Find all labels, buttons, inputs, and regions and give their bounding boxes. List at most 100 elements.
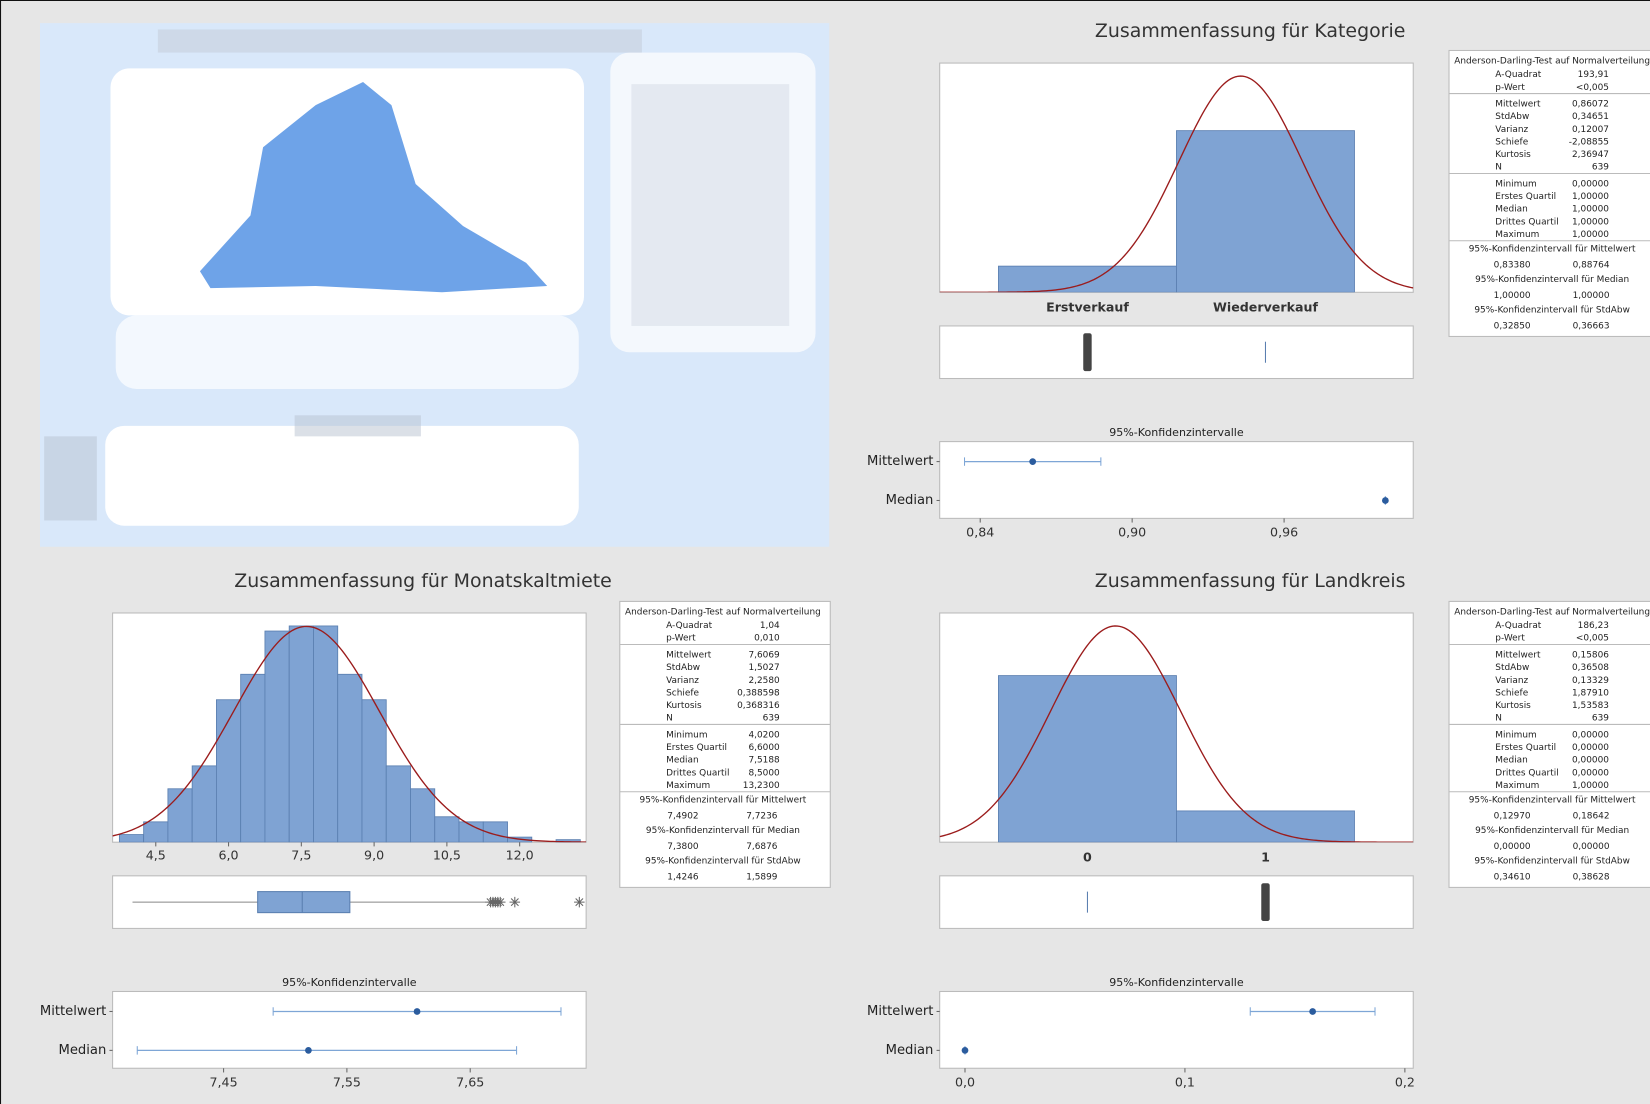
stat-name: A-Quadrat xyxy=(1495,70,1541,80)
stat-name: Varianz xyxy=(666,676,699,686)
category-label: 1 xyxy=(1261,849,1270,864)
stat-name: Median xyxy=(1495,205,1528,215)
stat-name: StdAbw xyxy=(1495,663,1529,673)
interval-title: 95%-Konfidenzintervall für StdAbw xyxy=(645,857,801,867)
ci-estimate xyxy=(962,1047,969,1054)
image-blob xyxy=(105,426,579,526)
stat-name: StdAbw xyxy=(1495,112,1529,122)
blurred-image xyxy=(40,23,829,547)
ci-title: 95%-Konfidenzintervalle xyxy=(1109,976,1244,989)
stat-value: 0,12007 xyxy=(1572,125,1609,135)
interval-high: 0,00000 xyxy=(1573,842,1610,852)
stat-name: Median xyxy=(1495,756,1528,766)
interval-high: 1,00000 xyxy=(1573,291,1610,301)
stat-name: Erstes Quartil xyxy=(1495,192,1556,202)
interval-low: 0,83380 xyxy=(1494,260,1531,270)
stat-name: Maximum xyxy=(1495,230,1539,240)
stat-value: 1,04 xyxy=(760,621,780,631)
interval-title: 95%-Konfidenzintervall für Mittelwert xyxy=(640,796,807,806)
stat-value: 0,00000 xyxy=(1572,180,1609,190)
stat-value: 639 xyxy=(1592,714,1609,724)
x-tick-label: 12,0 xyxy=(506,847,534,862)
summary-panel: Zusammenfassung für Landkreis0195%-Konfi… xyxy=(867,570,1415,1090)
histogram-bar xyxy=(435,817,459,842)
stat-value: 0,36508 xyxy=(1572,663,1609,673)
stat-value: 7,6069 xyxy=(748,651,780,661)
interval-high: 1,5899 xyxy=(746,872,778,882)
ci-x-tick-label: 7,45 xyxy=(210,1074,238,1089)
interval-title: 95%-Konfidenzintervall für StdAbw xyxy=(1474,857,1630,867)
stats-table: Anderson-Darling-Test auf Normalverteilu… xyxy=(1449,601,1650,887)
outlier-stack xyxy=(1261,883,1269,921)
histogram-bar xyxy=(313,626,337,842)
interval-low: 0,12970 xyxy=(1494,811,1531,821)
stat-name: Varianz xyxy=(1495,676,1528,686)
table-title: Anderson-Darling-Test auf Normalverteilu… xyxy=(1454,56,1650,66)
stat-name: Schiefe xyxy=(1495,688,1528,698)
interval-title: 95%-Konfidenzintervall für StdAbw xyxy=(1474,306,1630,316)
interval-title: 95%-Konfidenzintervall für Median xyxy=(1475,826,1629,836)
category-label: Erstverkauf xyxy=(1046,300,1129,315)
chart-title: Zusammenfassung für Landkreis xyxy=(1095,570,1406,592)
stat-value: 186,23 xyxy=(1578,621,1609,631)
ci-row-label: Mittelwert xyxy=(40,1004,106,1019)
chart-title: Zusammenfassung für Monatskaltmiete xyxy=(234,570,612,592)
x-tick-label: 10,5 xyxy=(433,847,461,862)
interval-high: 7,6876 xyxy=(746,842,778,852)
interval-title: 95%-Konfidenzintervall für Median xyxy=(1475,275,1629,285)
stat-name: Drittes Quartil xyxy=(1495,217,1558,227)
ci-x-tick-label: 0,1 xyxy=(1175,1074,1195,1089)
boxplot-area xyxy=(940,876,1414,929)
x-tick-label: 6,0 xyxy=(219,847,239,862)
stat-name: Drittes Quartil xyxy=(666,768,729,778)
stat-name: Mittelwert xyxy=(1495,651,1541,661)
image-noise xyxy=(158,29,642,52)
interval-high: 0,38628 xyxy=(1573,872,1610,882)
stat-name: Mittelwert xyxy=(666,651,712,661)
histogram-bar xyxy=(338,674,362,842)
stat-value: 0,00000 xyxy=(1572,768,1609,778)
histogram-bar xyxy=(386,766,410,842)
ci-x-tick-label: 7,65 xyxy=(456,1074,484,1089)
stat-name: Kurtosis xyxy=(666,701,702,711)
stat-name: p-Wert xyxy=(1495,83,1525,93)
interval-title: 95%-Konfidenzintervall für Mittelwert xyxy=(1469,796,1636,806)
stat-value: <0,005 xyxy=(1576,634,1609,644)
x-tick-label: 7,5 xyxy=(291,847,311,862)
image-noise xyxy=(44,436,97,520)
ci-x-tick-label: 0,96 xyxy=(1270,525,1298,540)
stat-value: 1,00000 xyxy=(1572,205,1609,215)
table-title: Anderson-Darling-Test auf Normalverteilu… xyxy=(625,607,821,617)
stat-value: 6,6000 xyxy=(748,743,780,753)
histogram-bar xyxy=(168,789,192,842)
stat-value: 1,00000 xyxy=(1572,230,1609,240)
stat-value: 0,34651 xyxy=(1572,112,1609,122)
stat-value: <0,005 xyxy=(1576,83,1609,93)
stat-value: 1,53583 xyxy=(1572,701,1609,711)
stat-name: A-Quadrat xyxy=(666,621,712,631)
stat-value: 0,368316 xyxy=(737,701,780,711)
chart-title: Zusammenfassung für Kategorie xyxy=(1095,20,1405,42)
stat-name: Minimum xyxy=(1495,180,1536,190)
stat-name: p-Wert xyxy=(666,634,696,644)
interval-high: 0,18642 xyxy=(1573,811,1610,821)
stat-name: N xyxy=(1495,714,1502,724)
stat-name: Schiefe xyxy=(1495,137,1528,147)
stat-value: 8,5000 xyxy=(748,768,780,778)
ci-title: 95%-Konfidenzintervalle xyxy=(1109,426,1244,439)
histogram-bar xyxy=(192,766,216,842)
stat-name: Schiefe xyxy=(666,688,699,698)
ci-row-label: Mittelwert xyxy=(867,454,933,469)
histogram-bar xyxy=(119,835,143,843)
stat-name: Maximum xyxy=(1495,781,1539,791)
summary-panel: Zusammenfassung für Monatskaltmiete4,56,… xyxy=(40,570,612,1090)
histogram-bar xyxy=(998,266,1176,292)
stats-table: Anderson-Darling-Test auf Normalverteilu… xyxy=(620,601,830,887)
ci-area xyxy=(113,991,587,1068)
ci-estimate xyxy=(1382,497,1389,504)
image-noise xyxy=(295,415,421,436)
histogram-bar xyxy=(289,626,313,842)
ci-x-tick-label: 0,0 xyxy=(955,1074,975,1089)
ci-estimate xyxy=(414,1008,421,1015)
stat-name: Drittes Quartil xyxy=(1495,768,1558,778)
